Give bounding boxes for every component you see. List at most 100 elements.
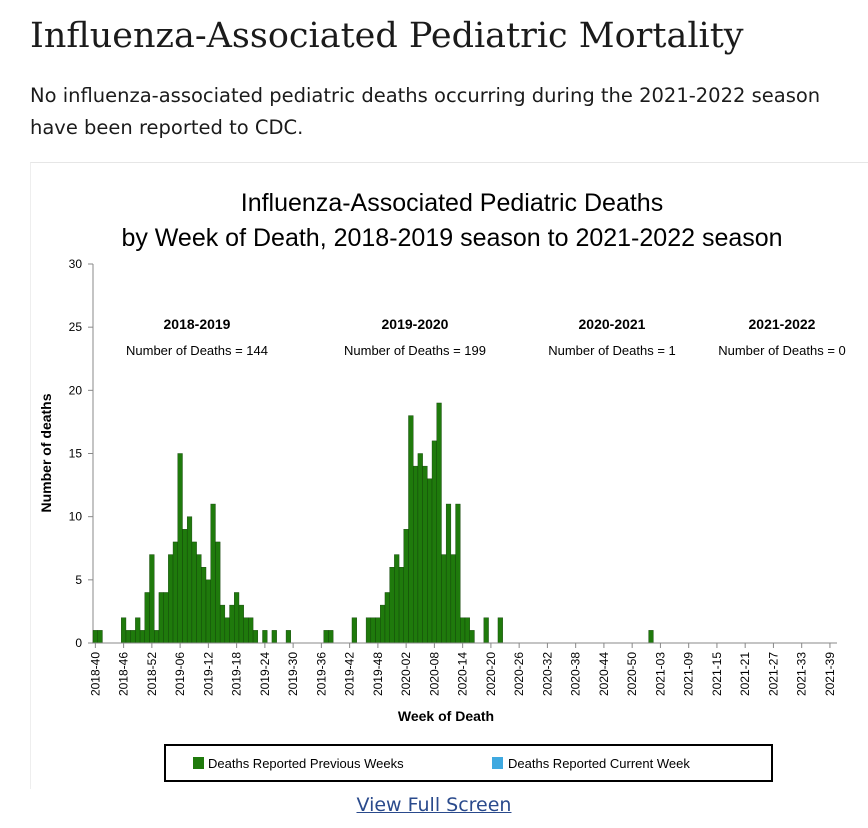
y-tick-label: 30 bbox=[69, 257, 83, 271]
legend-swatch-current-week bbox=[492, 757, 503, 769]
bar bbox=[243, 617, 249, 644]
bar bbox=[431, 440, 437, 644]
bar bbox=[205, 579, 211, 644]
x-tick-label: 2019-48 bbox=[371, 652, 385, 696]
y-axis: 0 5 10 15 20 25 30 bbox=[69, 257, 94, 650]
page-title: Influenza-Associated Pediatric Mortality bbox=[30, 16, 744, 56]
y-tick-label: 5 bbox=[75, 573, 82, 587]
bar bbox=[177, 453, 183, 644]
x-tick-label: 2021-09 bbox=[682, 652, 696, 696]
bar bbox=[398, 567, 404, 644]
bar bbox=[445, 503, 452, 644]
season-label-2021-2022: 2021-2022 bbox=[749, 316, 816, 332]
x-tick-label: 2020-50 bbox=[625, 652, 639, 696]
bar bbox=[413, 465, 419, 644]
bar bbox=[417, 453, 423, 644]
x-tick-label: 2019-18 bbox=[230, 652, 244, 696]
bar bbox=[252, 630, 259, 644]
season-count-2020-2021: Number of Deaths = 1 bbox=[548, 343, 676, 358]
bar bbox=[229, 604, 235, 644]
season-label-2020-2021: 2020-2021 bbox=[579, 316, 646, 332]
x-tick-label: 2019-24 bbox=[258, 652, 272, 696]
bar bbox=[464, 617, 470, 644]
season-label-2018-2019: 2018-2019 bbox=[164, 316, 231, 332]
bar bbox=[210, 503, 216, 644]
y-tick-label: 0 bbox=[75, 636, 82, 650]
chart-title-line-1: Influenza-Associated Pediatric Deaths bbox=[241, 189, 663, 217]
bar bbox=[262, 630, 268, 644]
x-tick-label: 2021-33 bbox=[795, 652, 809, 696]
bar bbox=[365, 617, 372, 644]
x-axis-label: Week of Death bbox=[398, 708, 494, 724]
bar bbox=[408, 415, 414, 644]
legend: Deaths Reported Previous Weeks Deaths Re… bbox=[164, 744, 773, 782]
bar bbox=[92, 630, 98, 644]
bar bbox=[427, 478, 433, 644]
bar bbox=[121, 617, 127, 644]
bar bbox=[460, 617, 466, 644]
view-full-screen-link[interactable]: View Full Screen bbox=[356, 794, 512, 816]
bar bbox=[328, 630, 334, 644]
bar bbox=[394, 554, 400, 644]
bar bbox=[370, 617, 376, 644]
bar bbox=[441, 554, 447, 644]
bar bbox=[455, 503, 461, 644]
legend-box bbox=[164, 744, 773, 782]
x-tick-label: 2019-36 bbox=[314, 652, 328, 696]
chart-frame: Influenza-Associated Pediatric Deaths by… bbox=[30, 162, 868, 789]
season-label-2019-2020: 2019-2020 bbox=[382, 316, 449, 332]
bar bbox=[144, 592, 150, 644]
bar bbox=[186, 516, 193, 644]
bar bbox=[469, 630, 475, 644]
bar bbox=[483, 617, 489, 644]
bar bbox=[201, 567, 207, 644]
bar bbox=[135, 617, 141, 644]
x-tick-label: 2018-52 bbox=[145, 652, 159, 696]
bar bbox=[450, 554, 456, 644]
bar bbox=[422, 465, 428, 644]
bar bbox=[125, 630, 131, 644]
bar bbox=[323, 630, 329, 644]
season-count-2021-2022: Number of Deaths = 0 bbox=[718, 343, 846, 358]
bar bbox=[163, 592, 169, 644]
bar bbox=[285, 630, 291, 644]
x-tick-label: 2019-06 bbox=[173, 652, 187, 696]
x-tick-label: 2020-08 bbox=[427, 652, 441, 696]
x-tick-label: 2019-30 bbox=[286, 652, 300, 696]
x-tick-label: 2020-14 bbox=[456, 652, 470, 696]
y-tick-label: 10 bbox=[69, 510, 83, 524]
chart-title-line-2: by Week of Death, 2018-2019 season to 20… bbox=[121, 224, 782, 252]
bar bbox=[234, 592, 240, 644]
bar bbox=[158, 592, 164, 644]
x-tick-label: 2020-26 bbox=[512, 652, 526, 696]
season-count-2019-2020: Number of Deaths = 199 bbox=[344, 343, 486, 358]
bar bbox=[238, 604, 244, 644]
bar bbox=[384, 592, 390, 644]
legend-swatch-previous-weeks bbox=[193, 757, 204, 769]
bar bbox=[436, 402, 442, 644]
view-full-screen: View Full Screen bbox=[0, 794, 868, 816]
bar bbox=[219, 604, 226, 644]
intro-text: No influenza-associated pediatric deaths… bbox=[30, 84, 821, 139]
bar bbox=[168, 554, 174, 644]
bar bbox=[380, 604, 386, 644]
x-tick-label: 2020-20 bbox=[484, 652, 498, 696]
bar bbox=[224, 617, 230, 644]
y-axis-label: Number of deaths bbox=[38, 393, 54, 512]
x-tick-label: 2020-02 bbox=[399, 652, 413, 696]
bar bbox=[191, 541, 197, 644]
x-tick-label: 2021-27 bbox=[766, 652, 780, 696]
x-tick-label: 2021-21 bbox=[738, 652, 752, 696]
y-tick-label: 20 bbox=[69, 383, 83, 397]
season-count-2018-2019: Number of Deaths = 144 bbox=[126, 343, 268, 358]
x-tick-label: 2018-46 bbox=[117, 652, 131, 696]
x-axis: 2018-40 2018-46 2018-52 2019-06 2019-12 2019-… bbox=[88, 642, 837, 696]
bar bbox=[172, 541, 178, 644]
bar bbox=[648, 630, 654, 644]
y-tick-label: 25 bbox=[69, 320, 83, 334]
bar bbox=[196, 554, 202, 644]
pediatric-deaths-chart: Influenza-Associated Pediatric Deaths by… bbox=[38, 189, 846, 782]
bar bbox=[182, 529, 188, 644]
y-tick-label: 15 bbox=[69, 447, 83, 461]
x-tick-label: 2021-03 bbox=[653, 652, 667, 696]
